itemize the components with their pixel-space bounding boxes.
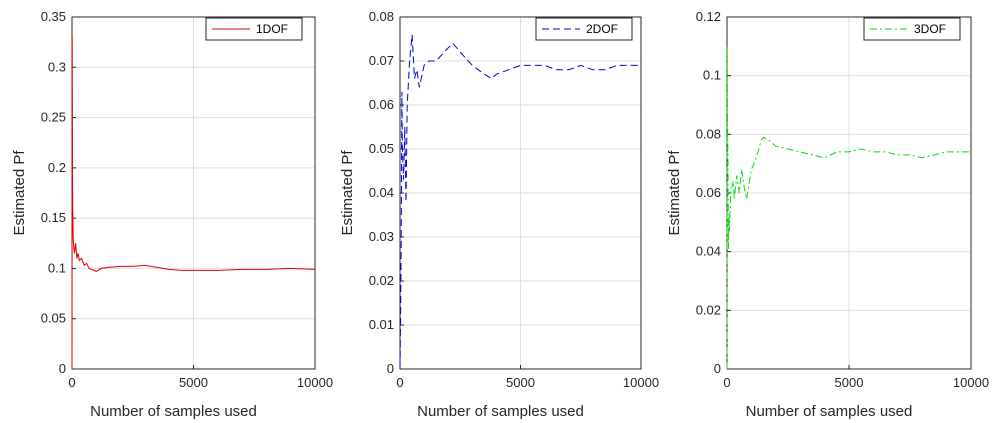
series-line-2dof — [399, 34, 641, 370]
x-tick-label: 0 — [723, 375, 730, 390]
x-tick-label: 5000 — [835, 375, 864, 390]
x-axis-label: Number of samples used — [417, 403, 584, 420]
y-tick-label: 0.05 — [41, 311, 66, 326]
y-tick-label: 0.2 — [48, 160, 66, 175]
y-tick-label: 0.07 — [369, 53, 394, 68]
y-tick-label: 0.05 — [369, 141, 394, 156]
y-tick-label: 0.06 — [696, 185, 721, 200]
y-tick-label: 0.02 — [369, 273, 394, 288]
y-tick-label: 0.04 — [696, 244, 721, 259]
y-tick-label: 0.06 — [369, 97, 394, 112]
x-tick-label: 0 — [396, 375, 403, 390]
y-tick-label: 0.04 — [369, 185, 394, 200]
chart-panel-1: 0 0.05 0.1 0.15 0.2 0.25 0.3 0.35 0 5000 10000 Numb… — [11, 9, 333, 420]
y-tick-label: 0.1 — [703, 68, 721, 83]
y-axis-label: Estimated Pf — [11, 150, 28, 236]
x-axis-label: Number of samples used — [90, 403, 257, 420]
x-tick-label: 10000 — [297, 375, 333, 390]
y-tick-label: 0 — [387, 361, 394, 376]
legend-box — [205, 17, 303, 41]
legend: 3DOF — [863, 17, 961, 41]
y-tick-label: 0.08 — [696, 126, 721, 141]
chart-panel-3: 0 0.02 0.04 0.06 0.08 0.1 0.12 0 5000 10000 Number… — [666, 9, 989, 420]
x-tick-label: 10000 — [623, 375, 659, 390]
legend: 1DOF — [205, 17, 303, 41]
y-tick-label: 0.1 — [48, 260, 66, 275]
y-tick-label: 0 — [59, 361, 66, 376]
y-axis-label: Estimated Pf — [339, 150, 356, 236]
y-tick-label: 0.15 — [41, 210, 66, 225]
legend-label: 3DOF — [914, 22, 946, 36]
x-tick-label: 0 — [68, 375, 75, 390]
x-tick-label: 5000 — [506, 375, 535, 390]
y-tick-label: 0.35 — [41, 9, 66, 24]
y-tick-label: 0.12 — [696, 9, 721, 24]
axes-frame — [399, 16, 642, 370]
y-tick-label: 0.03 — [369, 229, 394, 244]
series-line-1dof — [71, 37, 316, 370]
chart-panel-2: 0 0.01 0.02 0.03 0.04 0.05 0.06 0.07 0.08 0 5000 10… — [339, 9, 659, 420]
x-tick-label: 10000 — [953, 375, 989, 390]
legend-box — [535, 17, 633, 41]
y-tick-label: 0 — [714, 361, 721, 376]
y-axis-label: Estimated Pf — [666, 150, 683, 236]
legend-label: 1DOF — [256, 22, 288, 36]
x-tick-label: 5000 — [179, 375, 208, 390]
y-tick-label: 0.02 — [696, 302, 721, 317]
legend-box — [863, 17, 961, 41]
y-tick-label: 0.08 — [369, 9, 394, 24]
y-tick-label: 0.01 — [369, 317, 394, 332]
legend-label: 2DOF — [586, 22, 618, 36]
series-line-3dof — [726, 46, 971, 370]
legend: 2DOF — [535, 17, 633, 41]
y-tick-label: 0.25 — [41, 110, 66, 125]
x-axis-label: Number of samples used — [746, 403, 913, 420]
y-tick-label: 0.3 — [48, 59, 66, 74]
